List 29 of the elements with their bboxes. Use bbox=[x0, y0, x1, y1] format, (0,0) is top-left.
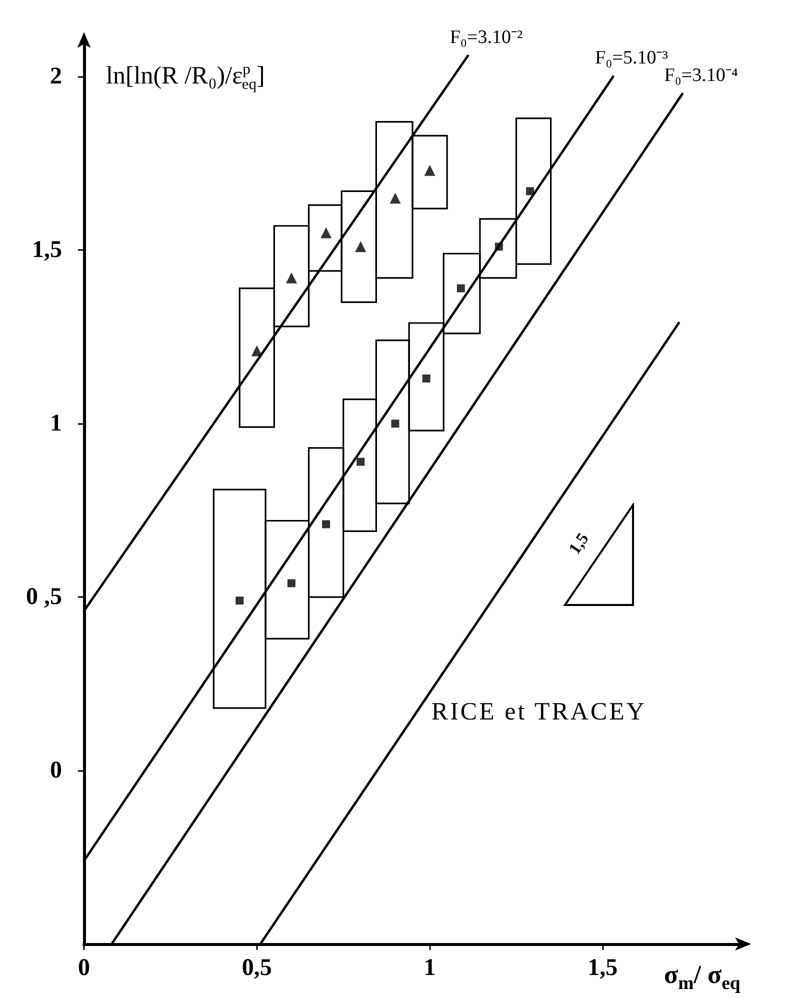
point bbox=[286, 272, 297, 284]
y-tick-label: 0 bbox=[50, 758, 62, 784]
point bbox=[526, 187, 534, 196]
point bbox=[236, 596, 244, 605]
y-tick-label: 0 ,5 bbox=[26, 584, 62, 610]
point bbox=[391, 420, 400, 428]
point bbox=[424, 164, 436, 176]
x-tick-label: 0,5 bbox=[242, 955, 272, 981]
point bbox=[456, 284, 465, 292]
y-tick-label: 2 bbox=[50, 64, 62, 90]
y-axis-title: ln[ln(R /R₀)/ε$^{p}$$_{eq}$] bbox=[106, 61, 265, 94]
x-tick-label: 1,5 bbox=[588, 955, 618, 981]
point bbox=[322, 520, 330, 528]
point bbox=[422, 374, 430, 383]
x-axis-title: σ$_{m}$/ σ$_{eq}$ bbox=[664, 960, 740, 994]
annotation: RICE et TRACEY bbox=[431, 698, 646, 726]
annotation: 1,5 bbox=[564, 529, 592, 558]
point bbox=[355, 241, 366, 252]
point bbox=[494, 242, 503, 251]
point bbox=[390, 192, 401, 204]
point bbox=[287, 579, 296, 588]
point bbox=[356, 458, 365, 466]
point bbox=[251, 345, 262, 356]
series-label: F₀=3.10⁻² bbox=[450, 26, 523, 48]
y-tick-label: 1,5 bbox=[32, 237, 62, 264]
y-tick-label: 1 bbox=[50, 410, 62, 437]
x-tick-label: 1 bbox=[424, 955, 436, 981]
point bbox=[320, 227, 332, 238]
x-tick-label: 0 bbox=[78, 955, 90, 981]
